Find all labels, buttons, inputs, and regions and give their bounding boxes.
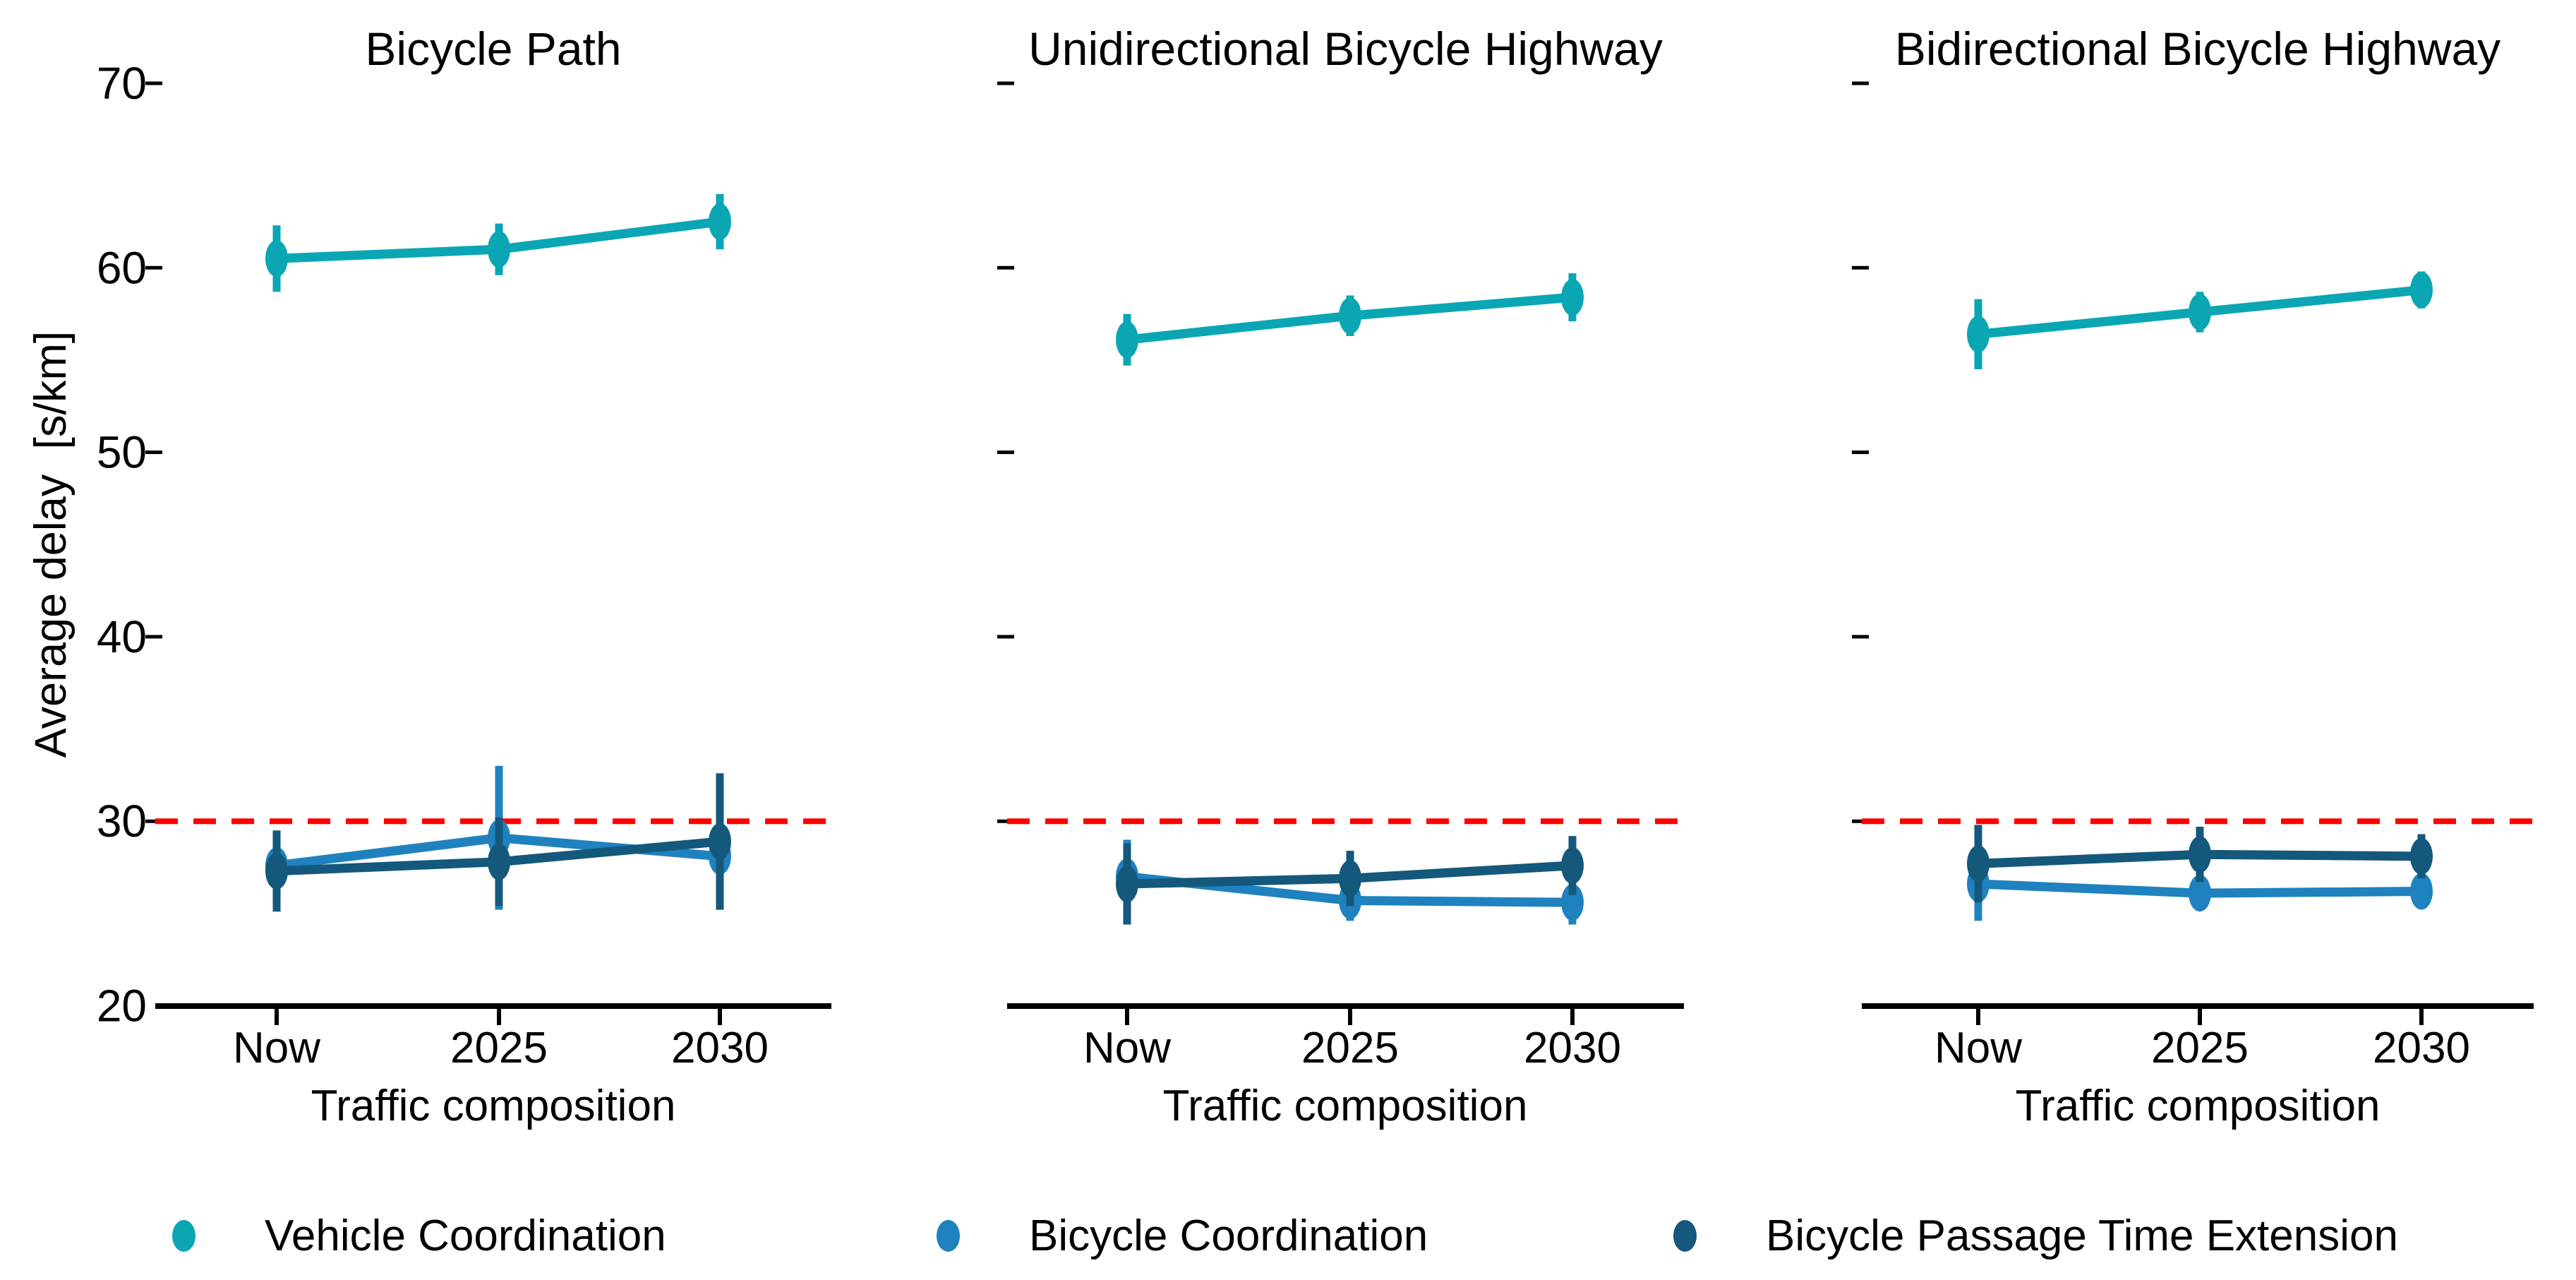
x-axis-label-panel-3: Traffic composition: [2015, 1082, 2381, 1130]
x-tick-label: 2030: [1524, 1024, 1621, 1072]
data-point: [1116, 321, 1138, 359]
data-point: [488, 231, 510, 268]
legend-marker-icon: [937, 1219, 960, 1252]
x-tick-label: 2030: [2373, 1024, 2470, 1072]
y-tick-label: 40: [97, 611, 147, 662]
x-axis-label-panel-1: Traffic composition: [311, 1082, 676, 1130]
data-point: [2189, 836, 2211, 873]
y-tick-label: 70: [97, 58, 147, 109]
data-point: [488, 843, 510, 880]
legend: Vehicle Coordination Bicycle Coordinatio…: [0, 1200, 2576, 1271]
y-tick-label: 60: [97, 242, 147, 293]
legend-item-vehicle-coordination: Vehicle Coordination: [172, 1200, 666, 1271]
legend-marker-icon: [172, 1219, 195, 1252]
data-point: [709, 823, 731, 860]
x-tick-label: 2025: [2151, 1024, 2249, 1072]
data-point: [1116, 866, 1138, 903]
x-tick-label: 2025: [450, 1024, 548, 1072]
y-tick-label: 30: [97, 796, 147, 847]
legend-item-bicycle-passage-time-extension: Bicycle Passage Time Extension: [1673, 1200, 2398, 1271]
legend-item-bicycle-coordination: Bicycle Coordination: [937, 1200, 1428, 1271]
x-axis-label-panel-2: Traffic composition: [1162, 1082, 1528, 1130]
y-tick-label: 20: [97, 981, 147, 1031]
panel-title: Bicycle Path: [365, 23, 621, 75]
data-point: [2410, 873, 2433, 910]
data-point: [1561, 847, 1584, 884]
data-point: [709, 203, 731, 240]
legend-marker-icon: [1673, 1219, 1697, 1252]
data-point: [2410, 837, 2433, 875]
legend-label: Bicycle Coordination: [1029, 1211, 1428, 1260]
data-point: [1967, 845, 1990, 883]
x-tick-label: 2030: [671, 1024, 769, 1072]
panel-title: Unidirectional Bicycle Highway: [1028, 23, 1663, 75]
x-tick-label: Now: [1934, 1024, 2022, 1072]
y-axis-label: Average delay [s/km]: [26, 330, 76, 758]
x-tick-label: Now: [1083, 1024, 1171, 1072]
data-point: [1561, 884, 1584, 921]
data-point: [1339, 297, 1361, 335]
legend-label: Vehicle Coordination: [265, 1211, 666, 1260]
x-tick-label: Now: [233, 1024, 320, 1072]
data-point: [1561, 279, 1584, 316]
data-point: [2189, 294, 2211, 331]
data-point: [1339, 860, 1361, 897]
x-tick-label: 2025: [1301, 1024, 1399, 1072]
data-point: [2410, 271, 2433, 309]
data-point: [1967, 316, 1990, 353]
data-point: [2189, 875, 2211, 912]
y-tick-label: 50: [97, 427, 147, 478]
data-point: [265, 240, 288, 277]
data-point: [265, 852, 288, 890]
legend-label: Bicycle Passage Time Extension: [1766, 1211, 2398, 1260]
panel-title: Bidirectional Bicycle Highway: [1895, 23, 2500, 75]
